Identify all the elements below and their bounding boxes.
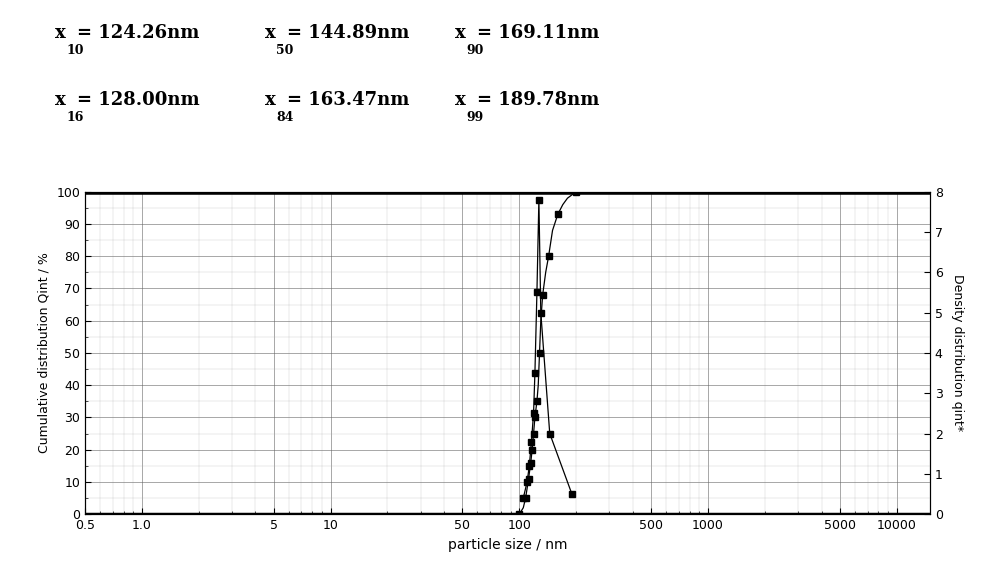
Text: = 124.26nm: = 124.26nm (77, 24, 199, 42)
Text: 16: 16 (66, 111, 83, 124)
Text: x: x (265, 91, 276, 109)
Text: 99: 99 (466, 111, 483, 124)
Text: = 128.00nm: = 128.00nm (77, 91, 200, 109)
Text: x: x (455, 24, 466, 42)
Text: = 189.78nm: = 189.78nm (477, 91, 599, 109)
Text: 90: 90 (466, 44, 483, 57)
Text: x: x (265, 24, 276, 42)
Text: = 144.89nm: = 144.89nm (287, 24, 409, 42)
X-axis label: particle size / nm: particle size / nm (448, 537, 567, 551)
Y-axis label: Cumulative distribution Qint / %: Cumulative distribution Qint / % (38, 253, 51, 453)
Text: = 169.11nm: = 169.11nm (477, 24, 599, 42)
Text: 84: 84 (276, 111, 293, 124)
Text: x: x (55, 24, 66, 42)
Text: 50: 50 (276, 44, 293, 57)
Text: = 163.47nm: = 163.47nm (287, 91, 409, 109)
Y-axis label: Density distribution qint*: Density distribution qint* (951, 274, 964, 432)
Text: 10: 10 (66, 44, 84, 57)
Text: x: x (455, 91, 466, 109)
Text: x: x (55, 91, 66, 109)
